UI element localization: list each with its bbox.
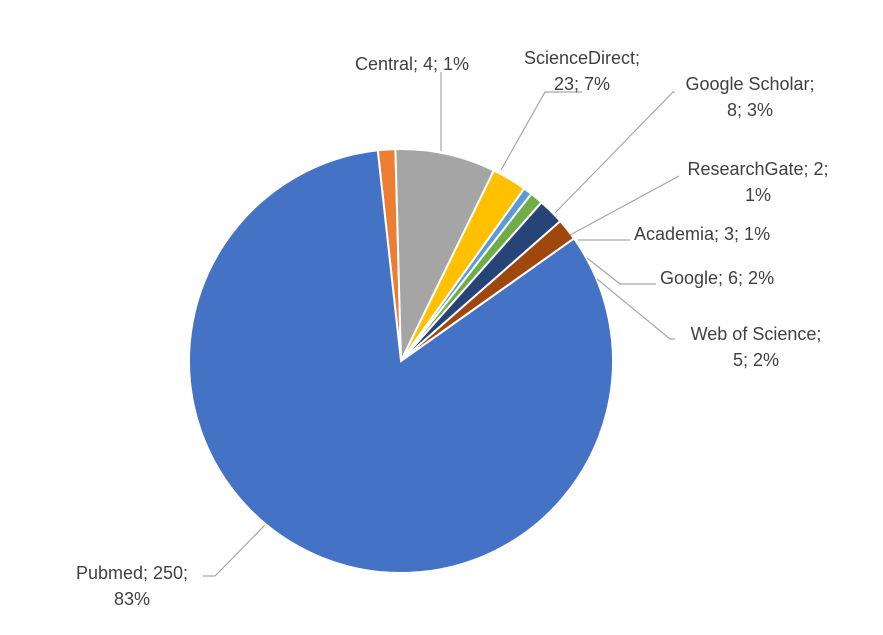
data-label-academia: Academia; 3; 1% <box>634 224 770 244</box>
leader-line-google-scholar <box>554 91 675 214</box>
data-label-central: Central; 4; 1% <box>355 54 469 74</box>
data-label-line: ResearchGate; 2; <box>687 159 828 179</box>
data-label-line: Central; 4; 1% <box>355 54 469 74</box>
data-label-google: Google; 6; 2% <box>660 268 774 288</box>
data-label-line: Google Scholar; <box>685 74 814 94</box>
data-label-pubmed: Pubmed; 250; 83% <box>76 563 188 609</box>
data-label-line: 5; 2% <box>733 350 779 370</box>
leader-line-sciencedirect <box>500 91 582 171</box>
leader-line-researchgate <box>569 175 680 236</box>
data-label-google-scholar: Google Scholar; 8; 3% <box>685 74 814 120</box>
data-label-line: Google; 6; 2% <box>660 268 774 288</box>
data-label-line: ScienceDirect; <box>524 48 640 68</box>
data-label-line: Academia; 3; 1% <box>634 224 770 244</box>
data-label-sciencedirect: ScienceDirect; 23; 7% <box>524 48 640 94</box>
data-label-web-of-science: Web of Science; 5; 2% <box>691 324 822 370</box>
data-label-researchgate: ResearchGate; 2; 1% <box>687 159 828 205</box>
pie-slice-pubmed <box>188 149 614 574</box>
pie-slice-sciencedirect <box>394 148 496 362</box>
leader-line-google <box>586 257 656 285</box>
leader-line-pubmed <box>203 524 266 577</box>
leader-line-web-of-science <box>596 278 675 340</box>
data-label-line: 1% <box>745 185 771 205</box>
data-label-line: 23; 7% <box>554 74 610 94</box>
data-label-line: Pubmed; 250; <box>76 563 188 583</box>
data-label-line: 83% <box>114 589 150 609</box>
data-label-line: Web of Science; <box>691 324 822 344</box>
data-label-line: 8; 3% <box>727 100 773 120</box>
